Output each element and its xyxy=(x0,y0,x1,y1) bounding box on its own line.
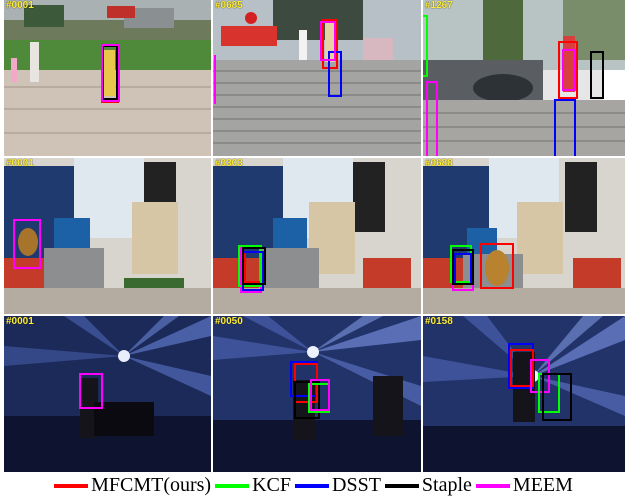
legend-item-staple: Staple xyxy=(384,474,472,497)
scene-r1-c3 xyxy=(423,0,625,156)
frame-number-label: #1267 xyxy=(425,0,453,11)
legend-item-meem: MEEM xyxy=(475,474,573,497)
legend-item-kcf: KCF xyxy=(215,474,291,497)
legend-label: Staple xyxy=(421,474,472,496)
scene-r2-c1 xyxy=(4,158,211,314)
frame-number-label: #0001 xyxy=(6,158,34,169)
frame-r1-c1: #0001 xyxy=(4,0,211,156)
tracker-legend: MFCMT(ours) KCF DSST Staple MEEM xyxy=(0,472,627,499)
legend-item-dsst: DSST xyxy=(295,474,381,497)
frame-number-label: #0303 xyxy=(215,158,243,169)
frame-number-label: #0158 xyxy=(425,316,453,327)
scene-r2-c2 xyxy=(213,158,421,314)
scene-r3-c3 xyxy=(423,316,625,472)
legend-swatch xyxy=(384,483,419,488)
frame-number-label: #0001 xyxy=(6,0,34,11)
frame-r3-c3: #0158 xyxy=(423,316,625,472)
frame-r2-c2: #0303 xyxy=(213,158,421,314)
legend-label: DSST xyxy=(332,474,381,496)
legend-item-mfcmt: MFCMT(ours) xyxy=(54,474,211,497)
legend-label: MEEM xyxy=(512,474,573,496)
scene-r1-c1 xyxy=(4,0,211,156)
frame-number-label: #0001 xyxy=(6,316,34,327)
legend-swatch xyxy=(215,483,250,488)
scene-r3-c1 xyxy=(4,316,211,472)
legend-label: MFCMT(ours) xyxy=(91,474,212,496)
frame-r2-c3: #0688 xyxy=(423,158,625,314)
tracking-results-grid: #0001 #0685 xyxy=(4,0,625,472)
legend-swatch xyxy=(54,483,89,488)
frame-number-label: #0685 xyxy=(215,0,243,11)
legend-swatch xyxy=(295,483,329,488)
frame-number-label: #0050 xyxy=(215,316,243,327)
frame-r1-c3: #1267 xyxy=(423,0,625,156)
frame-number-label: #0688 xyxy=(425,158,453,169)
scene-r3-c2 xyxy=(213,316,421,472)
legend-label: KCF xyxy=(252,474,291,496)
frame-r1-c2: #0685 xyxy=(213,0,421,156)
scene-r1-c2 xyxy=(213,0,421,156)
frame-r3-c1: #0001 xyxy=(4,316,211,472)
frame-r3-c2: #0050 xyxy=(213,316,421,472)
scene-r2-c3 xyxy=(423,158,625,314)
legend-swatch xyxy=(475,483,510,488)
frame-r2-c1: #0001 xyxy=(4,158,211,314)
